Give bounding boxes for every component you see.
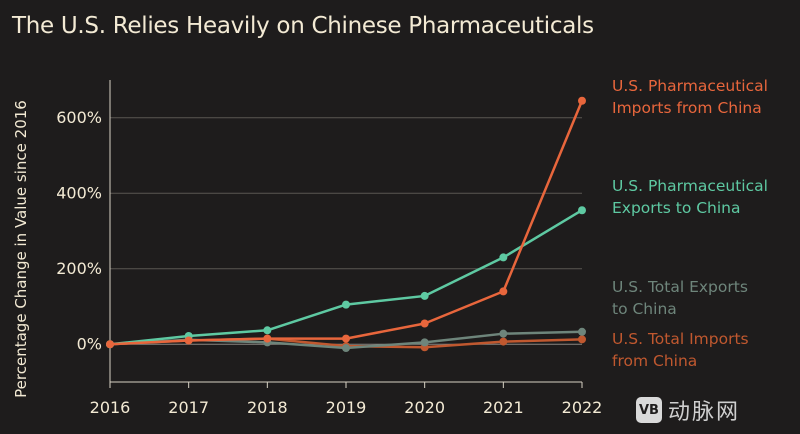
legend-label-line: U.S. Pharmaceutical: [612, 177, 768, 195]
data-point: [263, 326, 272, 335]
legend-imports-total: U.S. Total Imports from China: [612, 328, 797, 372]
data-point: [578, 335, 586, 344]
watermark-text: 动脉网: [668, 400, 741, 425]
legend-label-line: Exports to China: [612, 199, 741, 217]
x-tick-label: 2020: [404, 398, 445, 417]
legend-exports-total: U.S. Total Exports to China: [612, 276, 797, 320]
legend-imports-pharma: U.S. Pharmaceutical Imports from China: [612, 75, 797, 119]
x-tick-label: 2016: [90, 398, 131, 417]
x-tick-label: 2017: [168, 398, 209, 417]
x-tick-label: 2019: [326, 398, 367, 417]
data-point: [342, 344, 350, 353]
data-point: [342, 300, 350, 309]
legend-label-line: U.S. Total Exports: [612, 278, 748, 296]
data-point: [420, 338, 429, 347]
data-point: [420, 319, 429, 328]
y-tick-label: 200%: [56, 259, 102, 278]
data-point: [106, 340, 114, 349]
x-tick-label: 2022: [562, 398, 603, 417]
y-tick-label: 400%: [56, 183, 102, 202]
y-tick-label: 0%: [77, 334, 102, 353]
series-line: [109, 209, 583, 346]
data-point: [499, 253, 508, 262]
x-tick-label: 2021: [483, 398, 524, 417]
data-point: [342, 334, 350, 343]
watermark-logo-icon: VB: [636, 397, 662, 423]
legend-label-line: Imports from China: [612, 99, 762, 117]
data-point: [184, 336, 193, 345]
data-point: [578, 96, 586, 105]
y-tick-label: 600%: [56, 108, 102, 127]
data-point: [578, 206, 586, 215]
watermark: VB 动脉网: [636, 394, 740, 426]
x-tick-label: 2018: [247, 398, 288, 417]
data-point: [499, 329, 508, 338]
data-point: [499, 287, 508, 296]
data-point: [578, 327, 586, 336]
data-point: [499, 337, 508, 346]
legend-label-line: U.S. Total Imports: [612, 330, 749, 348]
data-point: [420, 291, 429, 300]
legend-exports-pharma: U.S. Pharmaceutical Exports to China: [612, 175, 797, 219]
legend-label-line: U.S. Pharmaceutical: [612, 77, 768, 95]
chart-title: The U.S. Relies Heavily on Chinese Pharm…: [12, 13, 594, 39]
data-point: [263, 334, 272, 343]
legend-label-line: from China: [612, 352, 698, 370]
legend-label-line: to China: [612, 300, 677, 318]
